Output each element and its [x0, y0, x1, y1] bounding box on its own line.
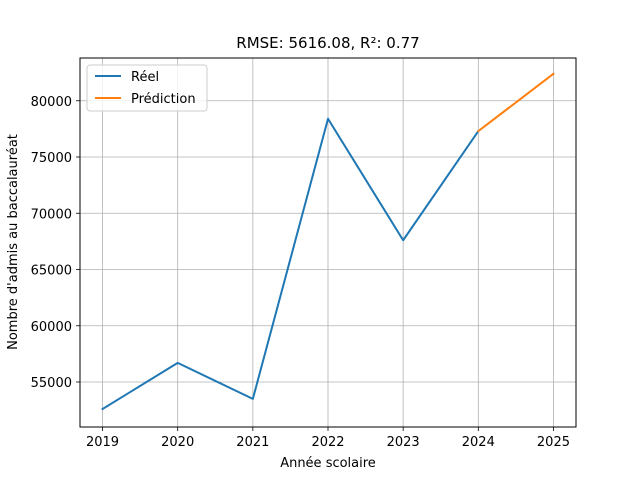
legend: Réel Prédiction [86, 64, 208, 112]
x-axis-ticks: 2019 2020 2021 2022 2023 2024 2025 [86, 427, 570, 450]
legend-label-reel: Réel [131, 70, 159, 85]
legend-label-prediction: Prédiction [131, 92, 196, 107]
y-tick-label: 60000 [31, 320, 72, 335]
chart-title: RMSE: 5616.08, R²: 0.77 [236, 34, 419, 52]
x-tick-label: 2020 [161, 435, 194, 450]
series-line-reel [101, 117, 480, 411]
x-tick-label: 2019 [86, 435, 119, 450]
x-tick-label: 2024 [462, 435, 495, 450]
series-lines [101, 72, 555, 411]
x-tick-label: 2021 [236, 435, 269, 450]
y-tick-label: 70000 [31, 207, 72, 222]
y-tick-label: 80000 [31, 95, 72, 110]
grid-lines [80, 58, 576, 427]
y-tick-label: 55000 [31, 376, 72, 391]
series-line-prediction [476, 72, 555, 133]
x-tick-label: 2023 [387, 435, 420, 450]
x-tick-label: 2025 [537, 435, 570, 450]
y-axis-ticks: 55000 60000 65000 70000 75000 80000 [31, 95, 80, 391]
y-tick-label: 65000 [31, 264, 72, 279]
y-axis-label: Nombre d'admis au baccalauréat [6, 134, 21, 350]
x-axis-label: Année scolaire [280, 456, 376, 471]
y-tick-label: 75000 [31, 151, 72, 166]
x-tick-label: 2022 [311, 435, 344, 450]
